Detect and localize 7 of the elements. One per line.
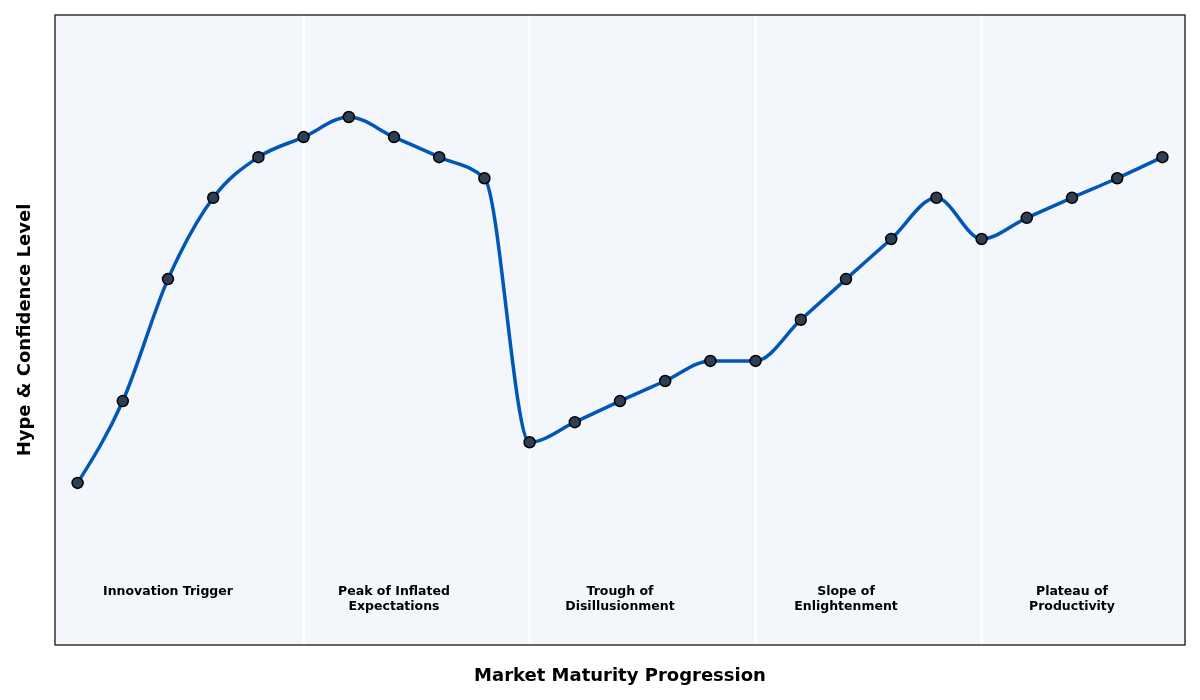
annotation: Plateau of Productivity — [1029, 583, 1115, 613]
annotation: Slope of Enlightenment — [794, 583, 898, 613]
annotation: Trough of Disillusionment — [565, 583, 675, 613]
x-axis-title: Market Maturity Progression — [474, 664, 766, 685]
annotation: Peak of Inflated Expectations — [338, 583, 450, 613]
annotation: Innovation Trigger — [103, 583, 234, 598]
y-axis-title: Hype & Confidence Level — [13, 203, 34, 457]
